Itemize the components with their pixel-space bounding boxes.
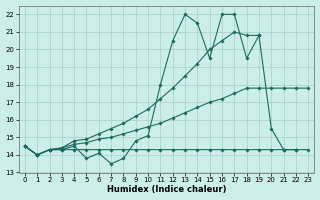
X-axis label: Humidex (Indice chaleur): Humidex (Indice chaleur) <box>107 185 226 194</box>
